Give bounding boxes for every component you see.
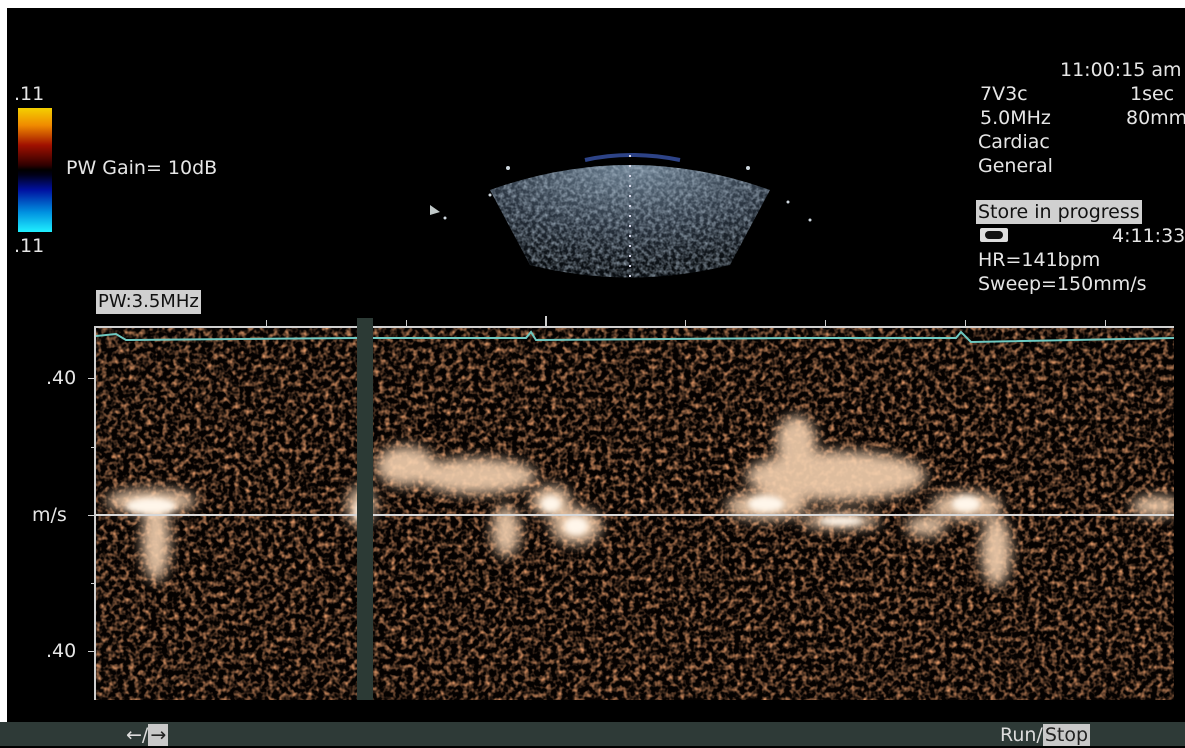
pw-frequency-label: PW:3.5MHz [96,290,201,314]
time-tick [1105,320,1106,326]
axis-tick [88,651,95,652]
arrow-right-label: → [148,724,169,746]
clock-time: 11:00:15 am [1060,59,1182,81]
axis-tick [91,583,95,584]
bottom-bar [0,722,1185,746]
heart-rate: HR=141bpm [978,249,1101,271]
run-label: Run/ [1000,724,1043,746]
tape-icon [980,228,1008,242]
velocity-colorbar [18,108,52,232]
axis-upper-label: .40 [46,367,77,389]
run-stop-control[interactable]: Run/Stop [1000,722,1091,748]
b-mode-image [400,150,830,290]
velocity-axis [94,326,96,700]
arrow-keys-hint[interactable]: ←/→ [126,722,169,748]
tape-time: 4:11:33 [1112,225,1185,247]
arrow-left-label: ←/ [126,724,149,746]
time-tick [685,320,686,326]
axis-tick [88,378,95,379]
axis-tick [88,515,95,516]
axis-lower-label: .40 [46,640,77,662]
probe-name: 7V3c [980,83,1028,105]
stop-label: Stop [1042,724,1091,746]
axis-tick [91,447,95,448]
time-tick [266,320,267,326]
doppler-spectrum [96,326,1174,700]
colorbar-bottom-label: .11 [14,235,45,257]
frequency: 5.0MHz [980,107,1051,129]
top-border [0,0,1185,8]
left-border [0,0,7,746]
axis-unit-label: m/s [32,504,67,526]
store-status: Store in progress [976,200,1142,224]
sweep-speed: Sweep=150mm/s [978,273,1147,295]
exam-type: Cardiac [978,131,1050,153]
time-tick [545,316,547,326]
sweep-cursor [357,318,373,700]
time-tick [965,320,966,326]
time-tick [406,320,407,326]
colorbar-top-label: .11 [14,83,45,105]
depth: 80mm [1126,107,1185,129]
pw-gain: PW Gain= 10dB [66,157,218,179]
interval: 1sec [1130,83,1175,105]
time-tick [825,320,826,326]
preset: General [978,155,1053,177]
